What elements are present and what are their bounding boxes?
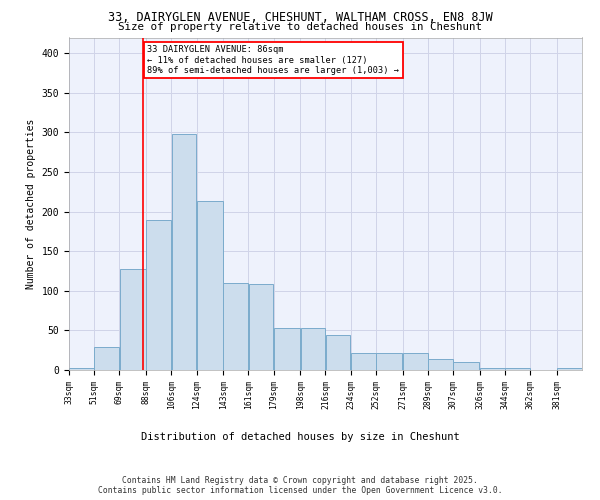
Bar [480, 368, 505, 370]
Text: Distribution of detached houses by size in Cheshunt: Distribution of detached houses by size … [140, 432, 460, 442]
Bar [248, 284, 274, 370]
Bar [557, 368, 582, 370]
Text: 33, DAIRYGLEN AVENUE, CHESHUNT, WALTHAM CROSS, EN8 8JW: 33, DAIRYGLEN AVENUE, CHESHUNT, WALTHAM … [107, 11, 493, 24]
Bar [274, 328, 300, 370]
Text: Size of property relative to detached houses in Cheshunt: Size of property relative to detached ho… [118, 22, 482, 32]
Bar [172, 134, 196, 370]
Bar [69, 368, 94, 370]
Text: 33 DAIRYGLEN AVENUE: 86sqm
← 11% of detached houses are smaller (127)
89% of sem: 33 DAIRYGLEN AVENUE: 86sqm ← 11% of deta… [148, 46, 400, 75]
Bar [505, 368, 530, 370]
Text: Contains HM Land Registry data © Crown copyright and database right 2025.
Contai: Contains HM Land Registry data © Crown c… [98, 476, 502, 495]
Bar [326, 335, 350, 370]
Bar [146, 220, 171, 370]
Bar [197, 202, 223, 370]
Bar [351, 354, 376, 370]
Bar [301, 328, 325, 370]
Bar [428, 359, 453, 370]
Y-axis label: Number of detached properties: Number of detached properties [26, 118, 36, 289]
Bar [454, 362, 479, 370]
Bar [94, 347, 119, 370]
Bar [376, 354, 403, 370]
Bar [120, 270, 146, 370]
Bar [403, 354, 428, 370]
Bar [223, 283, 248, 370]
